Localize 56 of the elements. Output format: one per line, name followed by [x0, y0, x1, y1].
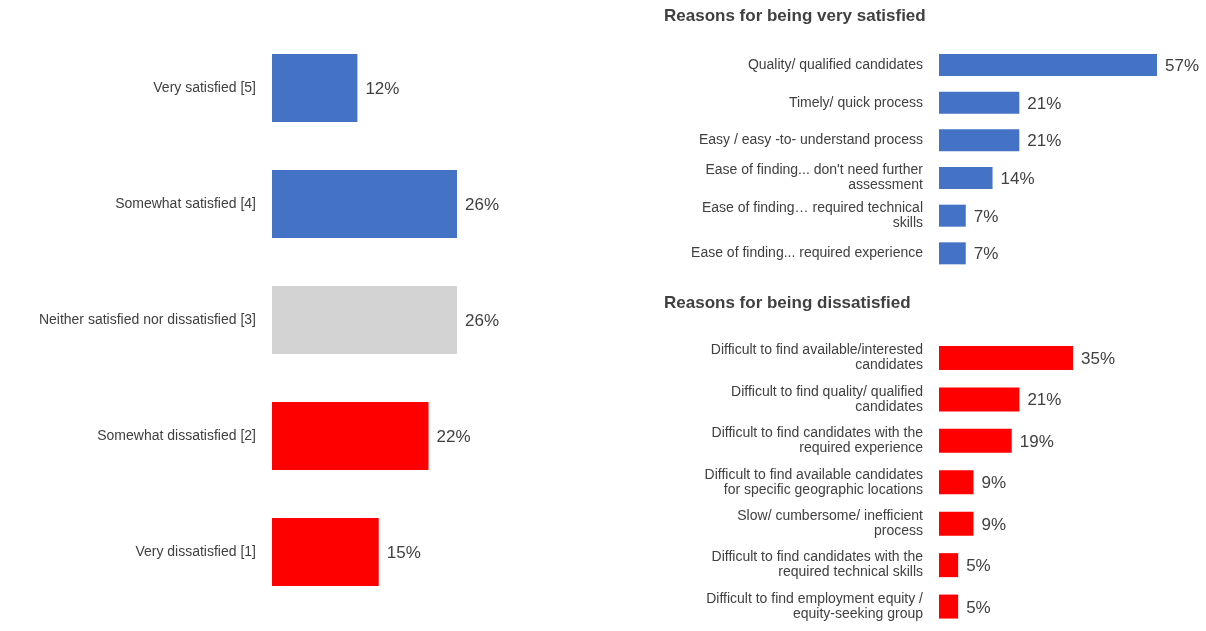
data-label: 5% [966, 597, 991, 617]
data-label: 5% [966, 556, 991, 576]
data-label: 22% [436, 427, 471, 447]
bar [272, 54, 358, 122]
y-tick-label: Difficult to find available candidates for specific geographic locations [704, 465, 923, 497]
bar [939, 167, 993, 189]
bar [939, 204, 966, 227]
data-label: 21% [1027, 390, 1062, 410]
y-tick-label: Difficult to find employment equity / equity-seeking group [706, 589, 924, 621]
y-tick-label: Difficult to find available/interested candidates [710, 340, 923, 372]
data-label: 57% [1165, 56, 1200, 76]
bar [939, 54, 1157, 76]
bar [939, 553, 959, 578]
data-label: 26% [465, 195, 500, 215]
bar [272, 518, 379, 586]
y-tick-label: Ease of finding… required technical skills [701, 198, 923, 230]
y-tick-label: Ease of finding... don't need further assessment [705, 161, 924, 193]
data-label: 12% [365, 79, 400, 99]
text: Reasons for being very satisfied [664, 6, 926, 26]
data-label: 14% [1000, 169, 1035, 189]
y-tick-label: Very dissatisfied [1] [135, 542, 256, 559]
y-tick-label: Quality/ qualified candidates [747, 55, 923, 72]
data-label: 15% [386, 543, 421, 563]
y-tick-label: Difficult to find quality/ qualified candidates [731, 382, 923, 414]
bar [939, 346, 1073, 370]
data-label: 21% [1027, 93, 1062, 113]
bar [939, 428, 1012, 453]
y-tick-label: Slow/ cumbersome/ inefficient process [737, 506, 924, 538]
data-label: 9% [981, 514, 1007, 534]
bar [939, 387, 1020, 412]
data-label: 19% [1019, 431, 1054, 451]
y-tick-label: Neither satisfied nor dissatisfied [3] [38, 310, 256, 327]
data-label: 7% [973, 206, 999, 226]
y-tick-label: Somewhat satisfied [4] [115, 194, 256, 211]
bar [939, 91, 1020, 114]
data-label: 7% [973, 244, 999, 264]
bar [939, 470, 974, 495]
y-tick-label: Difficult to find candidates with the required experience [711, 423, 924, 455]
y-tick-label: Easy / easy -to- understand process [698, 130, 923, 147]
y-tick-label: Ease of finding... required experience [691, 243, 924, 260]
data-label: 21% [1027, 131, 1062, 151]
bar [272, 402, 429, 470]
y-tick-label: Somewhat dissatisfied [2] [97, 426, 256, 443]
text: Reasons for being dissatisfied [664, 293, 911, 313]
bar [272, 170, 457, 238]
y-tick-label: Difficult to find candidates with the required technical skills [711, 548, 924, 580]
bar [939, 242, 966, 265]
y-tick-label: Timely/ quick process [788, 93, 923, 110]
bar [939, 511, 974, 536]
data-label: 9% [981, 473, 1007, 493]
bar [939, 129, 1020, 152]
bar [272, 286, 457, 354]
data-label: 26% [465, 311, 500, 331]
bar [939, 594, 959, 619]
data-label: 35% [1081, 349, 1116, 369]
y-tick-label: Very satisfied [5] [153, 78, 256, 95]
